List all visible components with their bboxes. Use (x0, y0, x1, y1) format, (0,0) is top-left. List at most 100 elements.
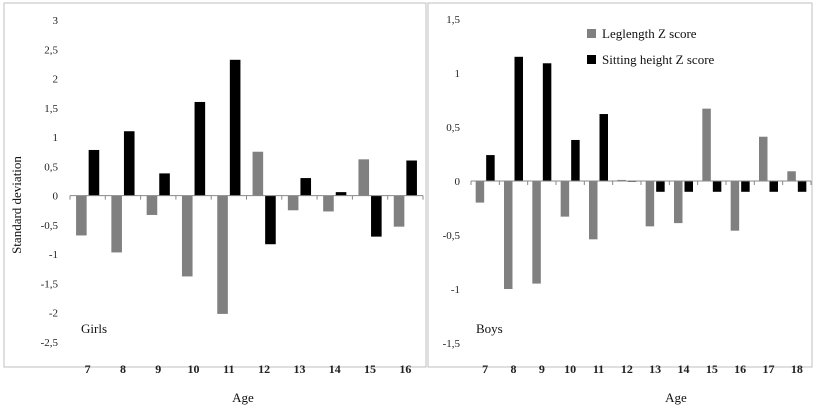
girls-x-tick-label: 16 (399, 362, 411, 376)
boys-bar-sitting-height-9 (542, 63, 552, 181)
boys-bar-sitting-height-10 (571, 139, 580, 181)
girls-y-tick-label: -2,5 (41, 337, 59, 349)
legend-label-sitting-height: Sitting height Z score (602, 52, 715, 67)
boys-bar-leglength-15 (702, 108, 711, 181)
boys-bar-sitting-height-15 (712, 181, 722, 192)
girls-bar-sitting-height-15 (371, 195, 382, 237)
girls-x-axis-title: Age (232, 390, 254, 405)
girls-x-tick-label: 15 (364, 362, 376, 376)
boys-x-tick-label: 7 (482, 362, 488, 376)
girls-x-tick-label: 12 (258, 362, 270, 376)
boys-y-tick-label: 0 (455, 176, 461, 188)
legend-swatch-sitting-height (587, 55, 596, 64)
legend-label-leglength: Leglength Z score (602, 26, 697, 41)
boys-x-axis-title: Age (665, 390, 687, 405)
girls-y-tick-label: -0,5 (41, 220, 59, 232)
girls-y-tick-label: 2,5 (44, 44, 58, 56)
boys-x-tick-label: 16 (734, 362, 746, 376)
boys-y-tick-label: -1 (451, 284, 460, 296)
boys-bar-leglength-12 (617, 179, 626, 181)
girls-x-tick-label: 10 (188, 362, 200, 376)
girls-bar-sitting-height-14 (335, 192, 347, 196)
girls-y-tick-labels: -2,5 -2 -1,5 -1 -0,5 0 0,5 1 1,5 2 2,5 3 (41, 15, 59, 349)
boys-x-tick-label: 8 (511, 362, 517, 376)
girls-bar-leglength-13 (287, 195, 299, 211)
girls-y-axis-title: Standard deviation (9, 156, 24, 254)
boys-bar-sitting-height-7 (486, 155, 495, 181)
girls-x-tick-label: 14 (329, 362, 341, 376)
boys-bar-leglength-16 (730, 181, 740, 231)
boys-plot-frame (427, 2, 813, 368)
legend: Leglength Z score Sitting height Z score (587, 26, 715, 67)
boys-bar-leglength-11 (589, 181, 598, 240)
boys-bars (475, 56, 807, 289)
boys-bar-sitting-height-8 (514, 56, 523, 181)
boys-x-tick-label: 17 (763, 362, 775, 376)
girls-bar-leglength-7 (76, 195, 87, 236)
girls-bar-leglength-11 (217, 195, 228, 314)
girls-x-tick-label: 9 (155, 362, 161, 376)
boys-bar-leglength-9 (532, 181, 541, 284)
girls-plot-frame (3, 2, 427, 368)
boys-y-tick-label: 0,5 (446, 122, 460, 134)
girls-x-tick-label: 8 (120, 362, 126, 376)
boys-bar-leglength-18 (787, 171, 796, 181)
boys-y-tick-label: -1,5 (443, 338, 461, 350)
girls-bar-sitting-height-8 (123, 131, 135, 196)
boys-bar-sitting-height-11 (599, 114, 608, 181)
boys-x-tick-label: 14 (678, 362, 690, 376)
boys-x-tick-label: 18 (791, 362, 803, 376)
girls-x-tick-label: 11 (223, 362, 234, 376)
girls-y-tick-label: -1 (49, 249, 58, 261)
boys-panel-label: Boys (476, 321, 503, 336)
boys-x-axis (470, 180, 812, 185)
girls-x-tick-label: 7 (85, 362, 91, 376)
boys-panel: -1,5 -1 -0,5 0 0,5 1 1,5 7 8 9 10 11 12 13 14 15 16 17 18… (427, 2, 813, 405)
girls-bar-sitting-height-10 (194, 101, 206, 196)
boys-y-tick-labels: -1,5 -1 -0,5 0 0,5 1 1,5 (443, 14, 461, 350)
girls-bars (76, 59, 417, 314)
boys-bar-sitting-height-18 (797, 181, 807, 192)
girls-panel-label: Girls (81, 321, 107, 336)
boys-bar-leglength-14 (674, 181, 683, 224)
boys-bar-sitting-height-13 (656, 181, 665, 192)
girls-panel: -2,5 -2 -1,5 -1 -0,5 0 0,5 1 1,5 2 2,5 3 7 8 9 10 11 12 1… (3, 2, 427, 405)
boys-bar-leglength-17 (759, 136, 768, 181)
girls-bar-leglength-10 (181, 195, 193, 277)
boys-bar-leglength-13 (645, 181, 655, 227)
boys-x-tick-label: 15 (706, 362, 718, 376)
girls-bar-leglength-15 (358, 159, 370, 196)
girls-bar-sitting-height-7 (88, 149, 100, 196)
girls-x-tick-label: 13 (293, 362, 305, 376)
boys-bar-leglength-8 (504, 181, 513, 289)
boys-x-tick-label: 12 (621, 362, 633, 376)
girls-y-tick-label: 3 (53, 15, 59, 27)
girls-bar-leglength-14 (323, 195, 334, 212)
boys-bar-leglength-10 (560, 181, 570, 217)
girls-bar-sitting-height-16 (406, 160, 417, 196)
legend-swatch-leglength (587, 29, 596, 38)
boys-x-tick-label: 10 (564, 362, 576, 376)
boys-y-tick-label: 1,5 (446, 14, 460, 26)
girls-bar-leglength-16 (393, 195, 405, 227)
girls-bar-leglength-12 (252, 151, 264, 196)
girls-x-axis (69, 195, 424, 200)
girls-y-tick-label: 0,5 (44, 161, 58, 173)
boys-x-tick-label: 11 (593, 362, 604, 376)
girls-bar-leglength-8 (111, 195, 122, 253)
girls-x-tick-labels: 7 8 9 10 11 12 13 14 15 16 (85, 362, 412, 376)
boys-bar-leglength-7 (475, 181, 485, 203)
girls-bar-sitting-height-11 (229, 59, 241, 196)
boys-y-tick-label: 1 (455, 68, 461, 80)
boys-x-tick-labels: 7 8 9 10 11 12 13 14 15 16 17 18 (482, 362, 803, 376)
girls-y-tick-label: 1 (53, 132, 59, 144)
boys-x-tick-label: 9 (539, 362, 545, 376)
boys-bar-sitting-height-14 (684, 181, 693, 192)
girls-bar-sitting-height-13 (300, 178, 312, 196)
girls-bar-sitting-height-12 (265, 195, 276, 245)
girls-y-tick-label: 0 (53, 191, 59, 203)
girls-y-tick-label: 2 (53, 74, 59, 86)
girls-bar-leglength-9 (146, 195, 158, 215)
boys-x-tick-label: 13 (649, 362, 661, 376)
